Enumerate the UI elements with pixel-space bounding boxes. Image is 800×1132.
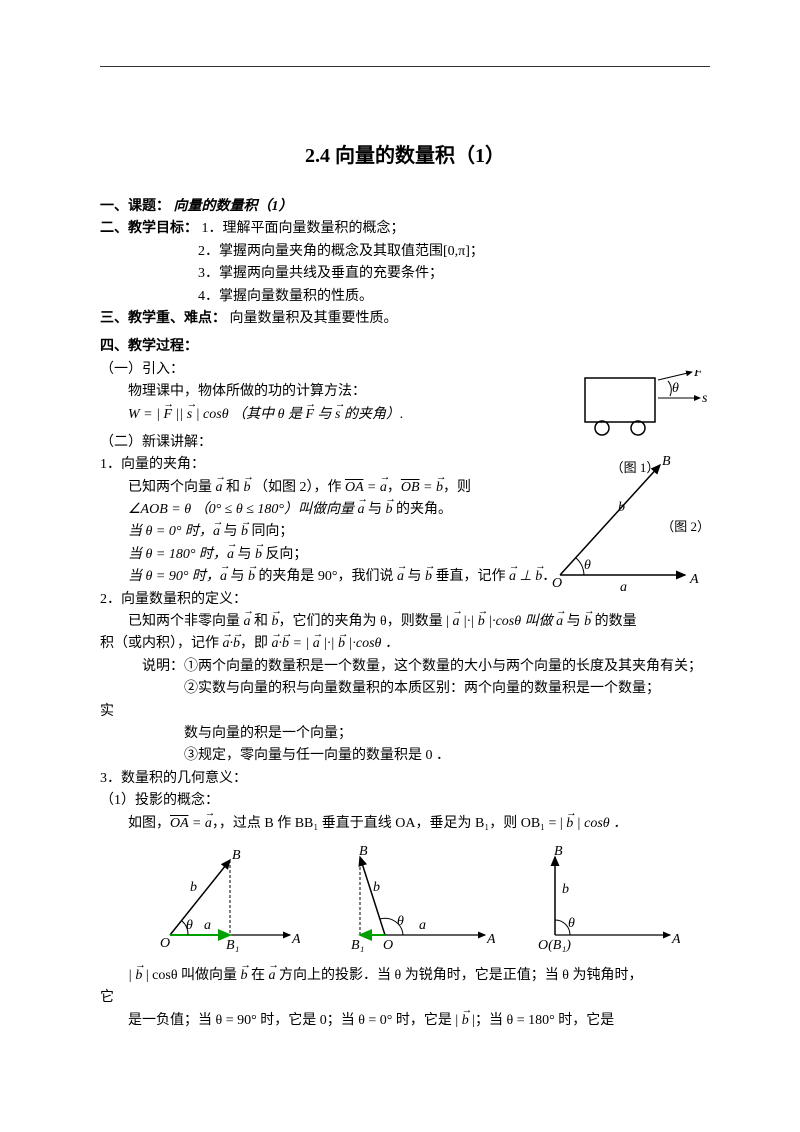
s4-label: 四、教学过程： — [100, 336, 710, 358]
goal-4: 4．掌握向量数量积的性质。 — [198, 286, 710, 308]
fig2-caption: （图 2） — [661, 517, 710, 538]
svg-text:θ: θ — [397, 914, 404, 929]
p4-line1: | b | cosθ 叫做向量 b 在 a 方向上的投影．当 θ 为锐角时，它是… — [128, 965, 710, 987]
goal-2: 2．掌握两向量夹角的概念及其取值范围[0,π]； — [198, 241, 710, 263]
svg-text:B: B — [359, 845, 368, 859]
p2-notes: 说明：①两个向量的数量积是一个数量，这个数量的大小与两个向量的长度及其夹角有关； — [142, 656, 710, 678]
p2-note-label: 说明： — [142, 659, 184, 674]
goal-3: 3．掌握两向量共线及垂直的充要条件； — [198, 263, 710, 285]
s3-label: 三、教学重、难点： — [100, 311, 226, 326]
cart-icon: θ F s — [560, 370, 710, 450]
section-1: 一、课题： 向量的数量积（1） — [100, 196, 710, 218]
svg-text:O: O — [383, 938, 393, 953]
svg-text:B: B — [554, 845, 563, 859]
s2-label: 二、教学目标： — [100, 221, 198, 236]
p4-line2: 是一负值；当 θ = 90° 时，它是 0；当 θ = 0° 时，它是 | b … — [128, 1010, 710, 1032]
projection-figures: O A B B₁ θ b a O A B B₁ θ b a — [150, 845, 680, 955]
svg-text:O: O — [160, 936, 170, 951]
p2-note3: ③规定，零向量与任一向量的数量积是 0 ． — [184, 745, 710, 767]
svg-text:O(B₁): O(B₁) — [538, 938, 571, 953]
svg-text:B: B — [232, 848, 241, 863]
proj-obtuse-icon: O A B B₁ θ b a — [335, 845, 495, 955]
s3-body: 向量数量积及其重要性质。 — [230, 311, 398, 326]
p3-sub: （1）投影的概念： — [100, 790, 710, 812]
svg-text:b: b — [373, 880, 380, 895]
p3-line1: 如图，OA = a，，过点 B 作 BB₁ 垂直于直线 OA，垂足为 B₁，则 … — [128, 813, 710, 835]
svg-text:B₁: B₁ — [351, 938, 364, 953]
s1-topic: 向量的数量积（1） — [174, 199, 293, 214]
svg-text:A: A — [486, 932, 495, 947]
page-title: 2.4 向量的数量积（1） — [100, 140, 710, 172]
p3-title: 3．数量积的几何意义： — [100, 768, 710, 790]
document-page: 2.4 向量的数量积（1） 一、课题： 向量的数量积（1） 二、教学目标： 1．… — [0, 0, 800, 1132]
s1-label: 一、课题： — [100, 199, 170, 214]
svg-text:θ: θ — [584, 558, 591, 573]
proj-acute-icon: O A B B₁ θ b a — [150, 845, 300, 955]
svg-text:B: B — [662, 455, 671, 469]
svg-text:a: a — [204, 918, 211, 933]
svg-text:b: b — [562, 882, 569, 897]
svg-text:b: b — [618, 500, 625, 515]
svg-text:B₁: B₁ — [226, 938, 239, 953]
svg-text:F: F — [693, 370, 703, 380]
svg-text:A: A — [291, 932, 300, 947]
svg-text:θ: θ — [672, 381, 679, 396]
section-3: 三、教学重、难点： 向量数量积及其重要性质。 — [100, 308, 710, 330]
goal-1: 1．理解平面向量数量积的概念； — [202, 221, 405, 236]
top-rule — [100, 66, 710, 67]
proj-right-icon: O(B₁) A B θ b — [530, 845, 680, 955]
svg-text:a: a — [419, 918, 426, 933]
figure-2: O A B θ a b （图 2） — [540, 455, 710, 603]
svg-text:s: s — [702, 391, 708, 406]
svg-text:A: A — [671, 932, 680, 947]
svg-text:O: O — [552, 576, 562, 591]
svg-text:θ: θ — [568, 916, 575, 931]
p2-note2b: 实 — [100, 701, 710, 723]
p2-note1: ①两个向量的数量积是一个数量，这个数量的大小与两个向量的长度及其夹角有关； — [184, 659, 702, 674]
svg-text:b: b — [190, 880, 197, 895]
svg-text:A: A — [689, 572, 699, 587]
p2-line2: 积（或内积），记作 a·b，即 a·b = | a |·| b |·cosθ ． — [100, 633, 710, 655]
p4-line1e: 它 — [100, 987, 710, 1009]
svg-text:θ: θ — [186, 918, 193, 933]
svg-text:a: a — [620, 580, 627, 595]
p2-line1: 已知两个非零向量 a 和 b，它们的夹角为 θ，则数量 | a |·| b |·… — [128, 611, 710, 633]
section-2: 二、教学目标： 1．理解平面向量数量积的概念； — [100, 218, 710, 240]
p2-note2a: ②实数与向量的积与向量数量积的本质区别：两个向量的数量积是一个数量； — [184, 678, 710, 700]
p2-note2c: 数与向量的积是一个向量； — [184, 723, 710, 745]
